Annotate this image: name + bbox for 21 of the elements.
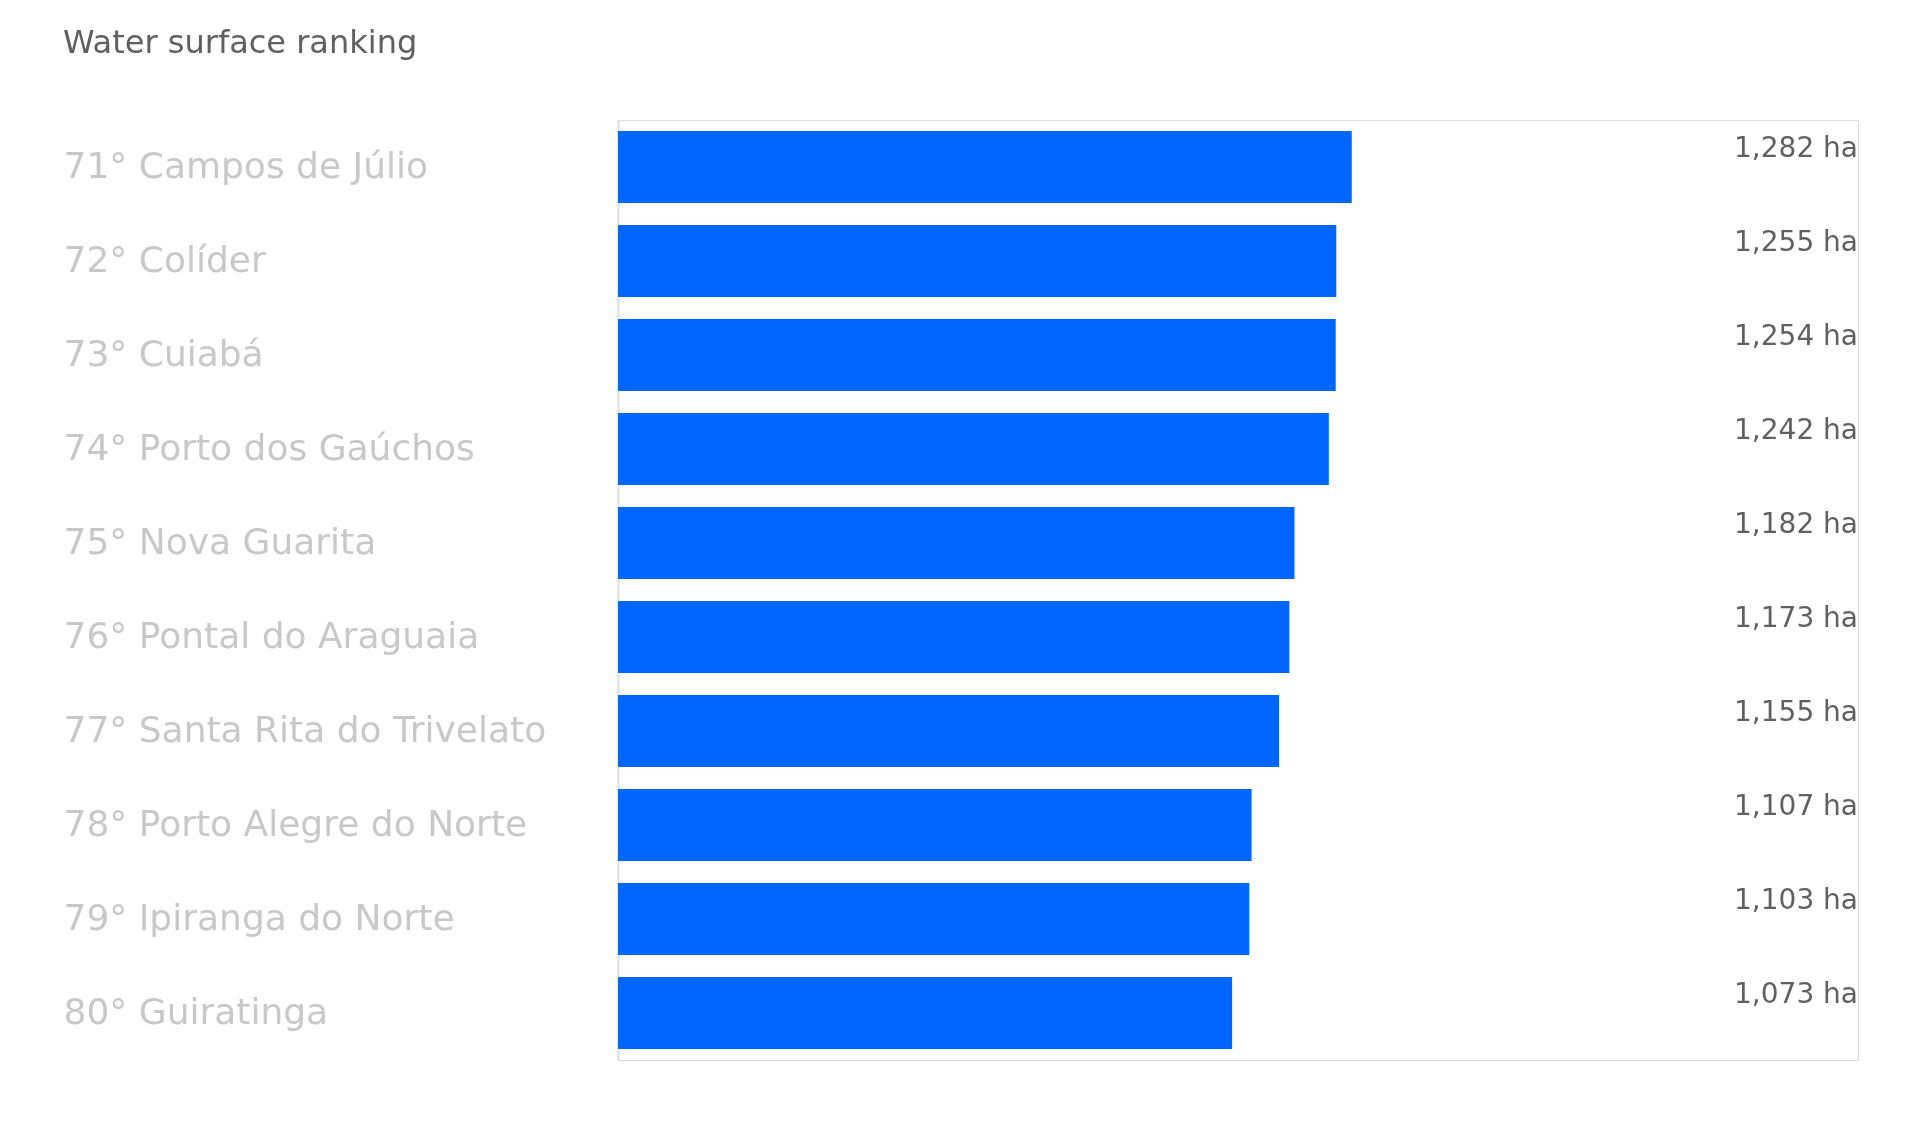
bar <box>618 789 1252 861</box>
bar <box>618 131 1352 203</box>
bar <box>618 695 1280 767</box>
data-label: 1,282 ha <box>1734 131 1858 164</box>
bar <box>618 601 1290 673</box>
bar <box>618 507 1295 579</box>
data-label: 1,173 ha <box>1734 601 1858 634</box>
text: Water surface ranking <box>63 23 418 61</box>
bar <box>618 225 1337 297</box>
data-label: 1,155 ha <box>1734 695 1858 728</box>
data-label: 1,103 ha <box>1734 883 1858 916</box>
data-label: 1,107 ha <box>1734 789 1858 822</box>
bar <box>618 883 1250 955</box>
bar <box>618 319 1336 391</box>
data-label: 1,073 ha <box>1734 977 1858 1010</box>
data-label: 1,182 ha <box>1734 507 1858 540</box>
bar <box>618 977 1233 1049</box>
data-label: 1,242 ha <box>1734 413 1858 446</box>
data-label: 1,254 ha <box>1734 319 1858 352</box>
data-label: 1,255 ha <box>1734 225 1858 258</box>
bar <box>618 413 1329 485</box>
